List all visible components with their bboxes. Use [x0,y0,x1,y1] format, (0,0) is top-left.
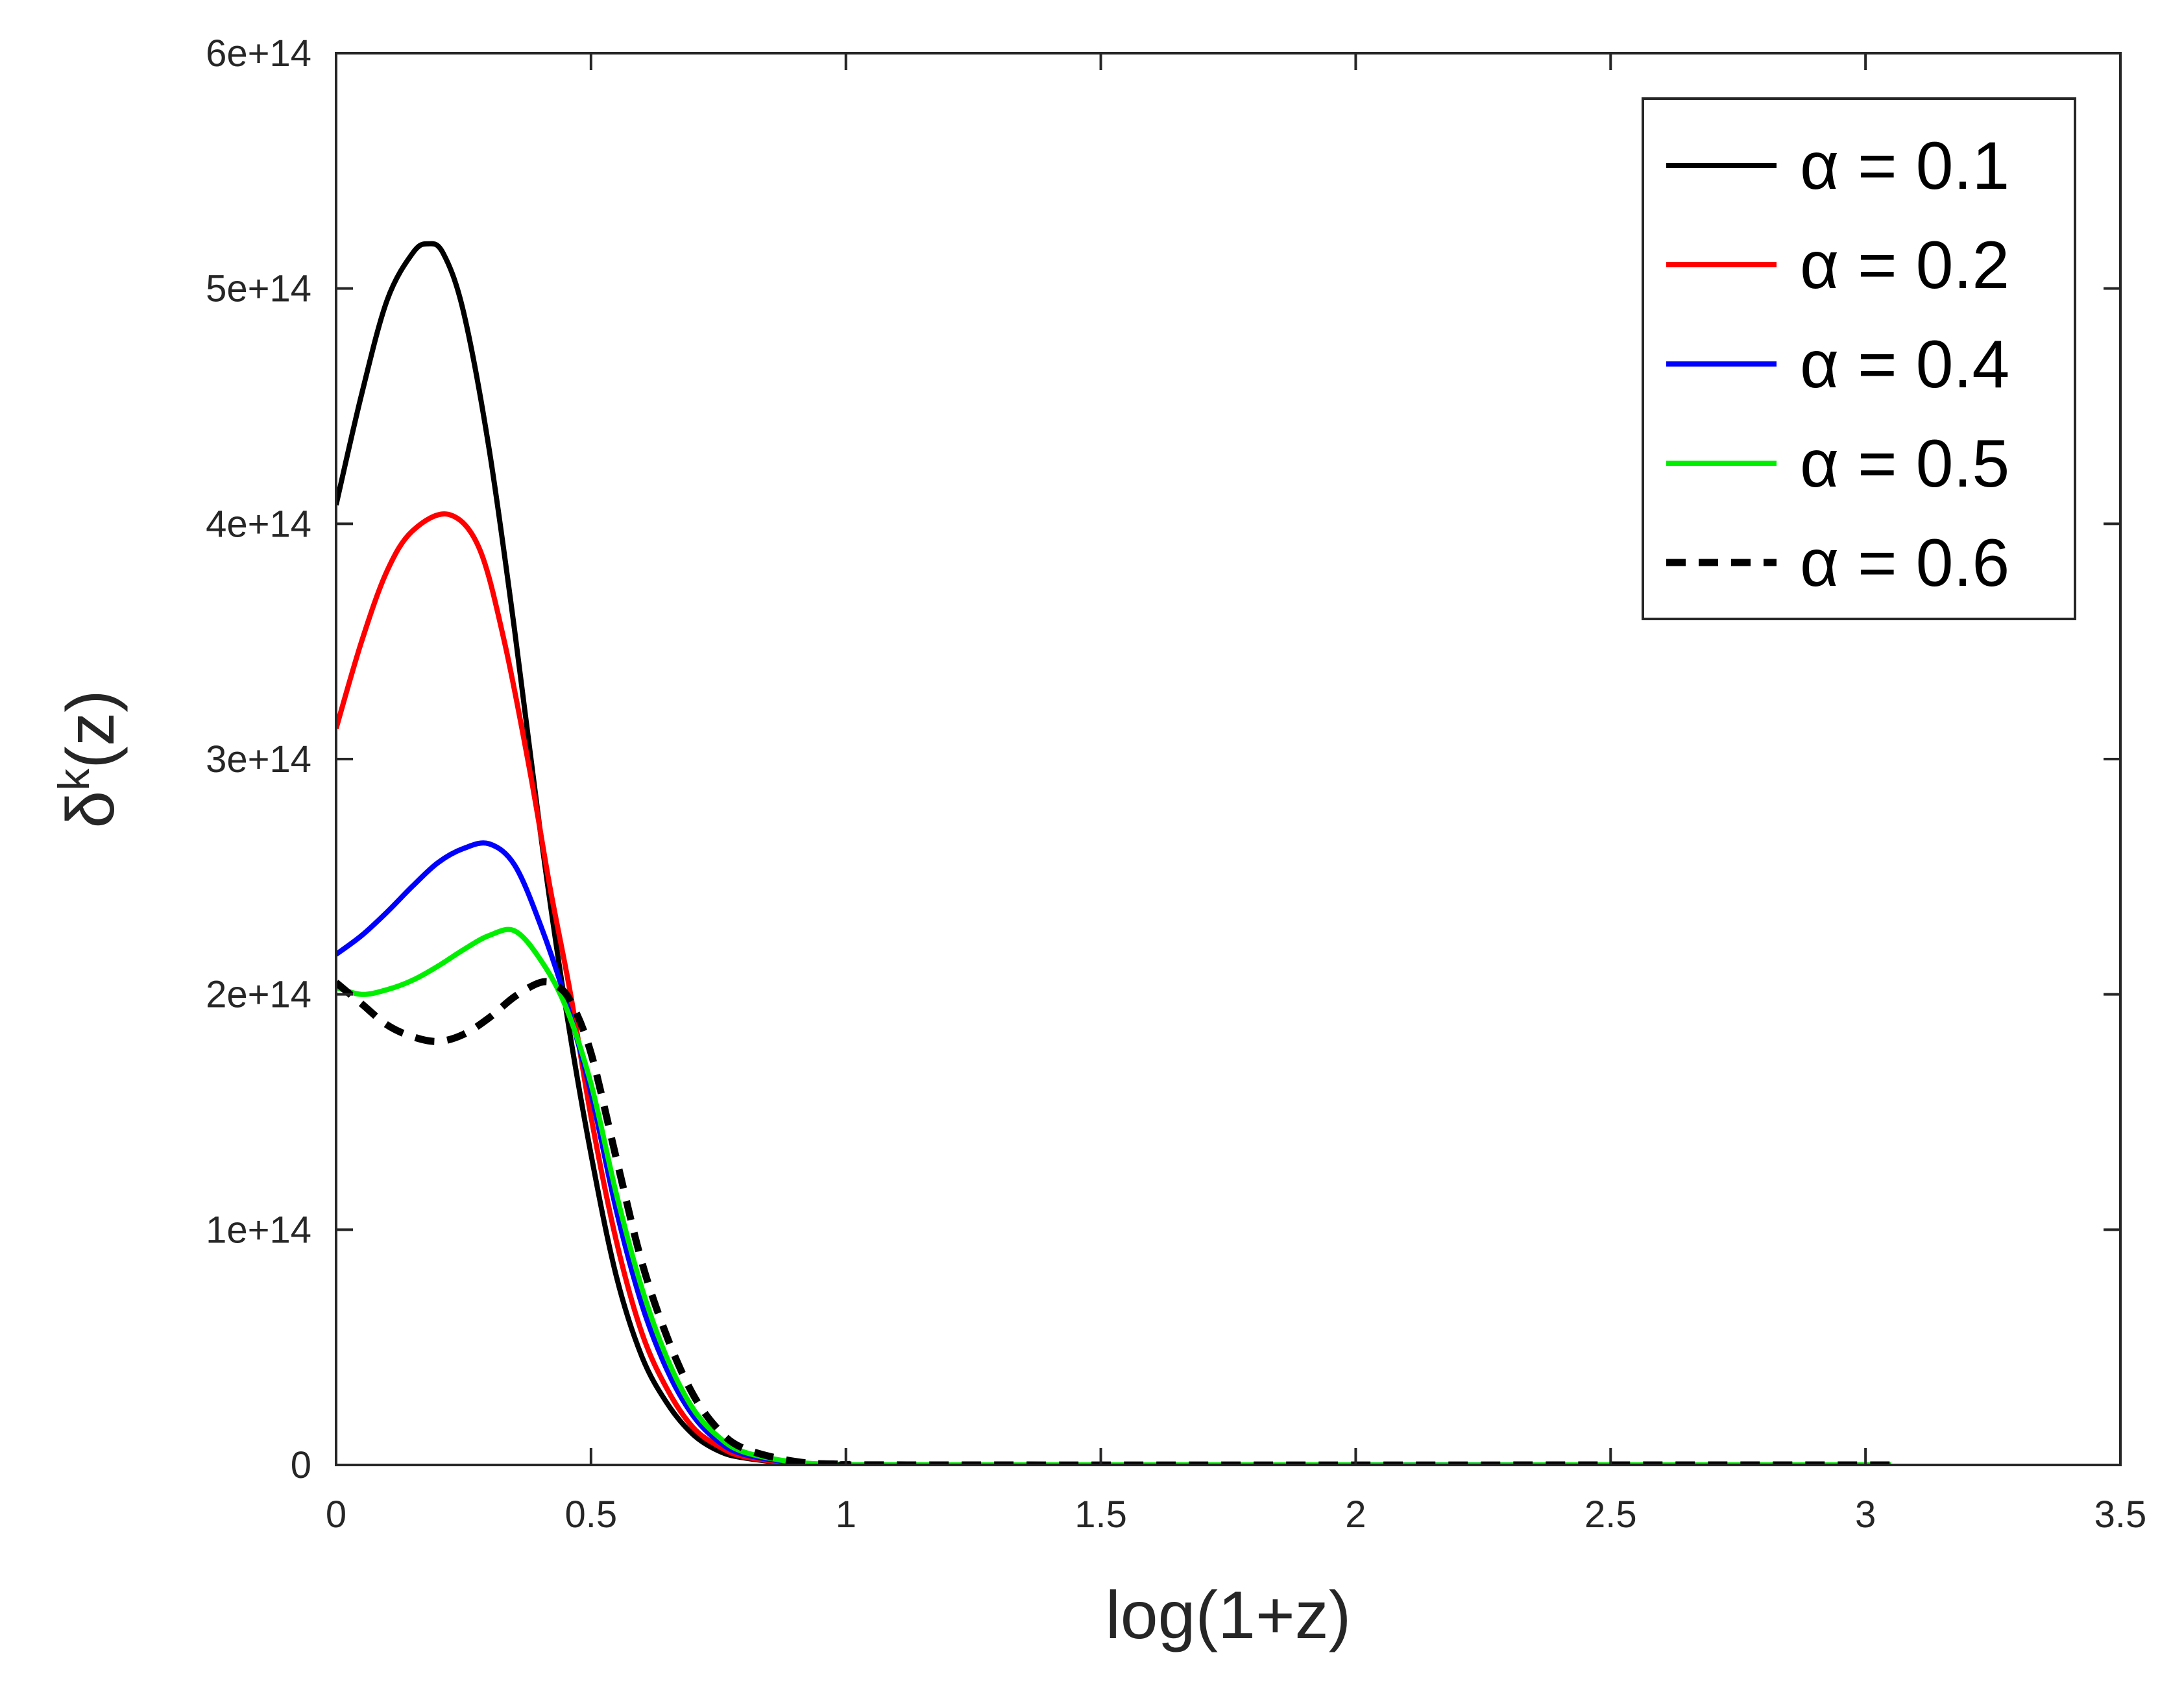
y-tick-label: 0 [291,1444,311,1486]
x-tick-label: 2 [1345,1494,1366,1536]
y-tick-label: 2e+14 [206,974,311,1016]
legend-box [1642,97,2076,620]
legend-label-5: α = 0.6 [1800,526,2009,601]
y-axis-label-superscript: k [49,768,99,791]
x-tick-label: 1 [836,1494,856,1536]
x-axis-label: log(1+z) [1106,1578,1352,1653]
legend-label-1: α = 0.1 [1800,128,2009,204]
legend-items: α = 0.1 α = 0.2 α = 0.4 α = 0.5 α = 0.6 [1666,128,2009,601]
x-tick-labels: 0 0.5 1 1.5 2 2.5 3 3.5 [326,1494,2146,1536]
x-tick-label: 1.5 [1074,1494,1127,1536]
legend-label-4: α = 0.5 [1800,426,2009,502]
y-tick-label: 6e+14 [206,32,311,75]
y-tick-label: 1e+14 [206,1209,311,1251]
x-tick-label: 0.5 [565,1494,618,1536]
x-tick-label: 3.5 [2094,1494,2147,1536]
y-axis-label-suffix: (z) [53,690,128,768]
y-axis-label-base: δ [53,791,128,828]
y-tick-label: 5e+14 [206,268,311,310]
y-tick-label: 4e+14 [206,503,311,545]
y-tick-label: 3e+14 [206,738,311,780]
ticks-layer [335,52,2122,1466]
x-tick-label: 2.5 [1584,1494,1637,1536]
legend: α = 0.1 α = 0.2 α = 0.4 α = 0.5 α = 0.6 [1642,97,2076,620]
legend-label-2: α = 0.2 [1800,228,2009,303]
x-tick-label: 0 [326,1494,346,1536]
x-tick-label: 3 [1855,1494,1876,1536]
y-tick-labels: 0 1e+14 2e+14 3e+14 4e+14 5e+14 6e+14 [206,32,311,1486]
legend-label-3: α = 0.4 [1800,327,2009,402]
y-axis-label: δk(z) [49,690,128,828]
